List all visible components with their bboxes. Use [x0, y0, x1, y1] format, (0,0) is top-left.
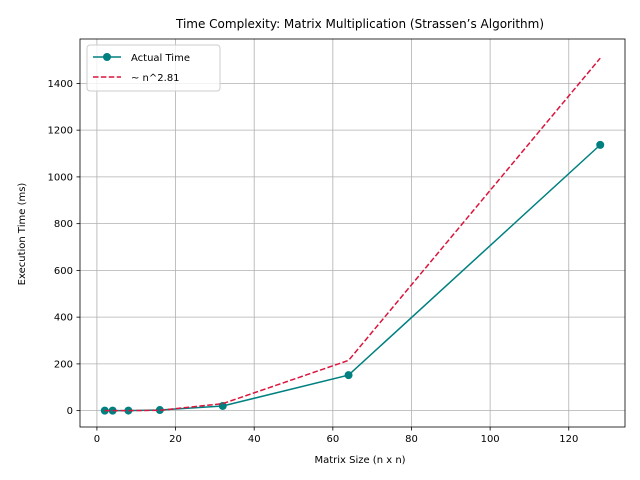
y-tick-label: 200 [54, 359, 73, 370]
series-0-point [344, 371, 353, 380]
y-axis-label: Execution Time (ms) [17, 183, 28, 286]
series-0-point [108, 406, 117, 415]
series-layer [100, 57, 605, 415]
y-tick-label: 1000 [48, 172, 73, 183]
y-tick-label: 1200 [48, 126, 73, 137]
series-0-point [124, 406, 133, 415]
y-tick-label: 600 [54, 266, 73, 277]
legend-box [86, 44, 221, 92]
legend: Actual Time ~ n^2.81 [86, 44, 221, 92]
y-tick-label: 800 [54, 219, 73, 230]
series-0-point [155, 406, 164, 415]
x-tick-label: 40 [248, 434, 261, 445]
x-tick-label: 120 [559, 434, 578, 445]
series-0-point [596, 140, 605, 149]
plot-frame [79, 38, 626, 428]
chart-title: Time Complexity: Matrix Multiplication (… [175, 17, 544, 31]
x-tick-label: 100 [481, 434, 500, 445]
y-axis: 0 200 400 600 800 1000 1200 1400 [48, 79, 80, 417]
y-tick-label: 0 [67, 406, 73, 417]
x-axis: 0 20 40 60 80 100 120 [94, 427, 578, 445]
legend-label-1: ~ n^2.81 [131, 73, 180, 84]
legend-marker-0 [103, 53, 111, 61]
x-tick-label: 80 [405, 434, 418, 445]
y-tick-label: 1400 [48, 79, 73, 90]
x-tick-label: 0 [94, 434, 100, 445]
series-0-point [218, 401, 227, 410]
x-tick-label: 20 [169, 434, 182, 445]
y-tick-label: 400 [54, 313, 73, 324]
x-tick-label: 60 [326, 434, 339, 445]
x-axis-label: Matrix Size (n x n) [314, 455, 405, 466]
grid [80, 39, 625, 427]
legend-label-0: Actual Time [131, 53, 190, 64]
